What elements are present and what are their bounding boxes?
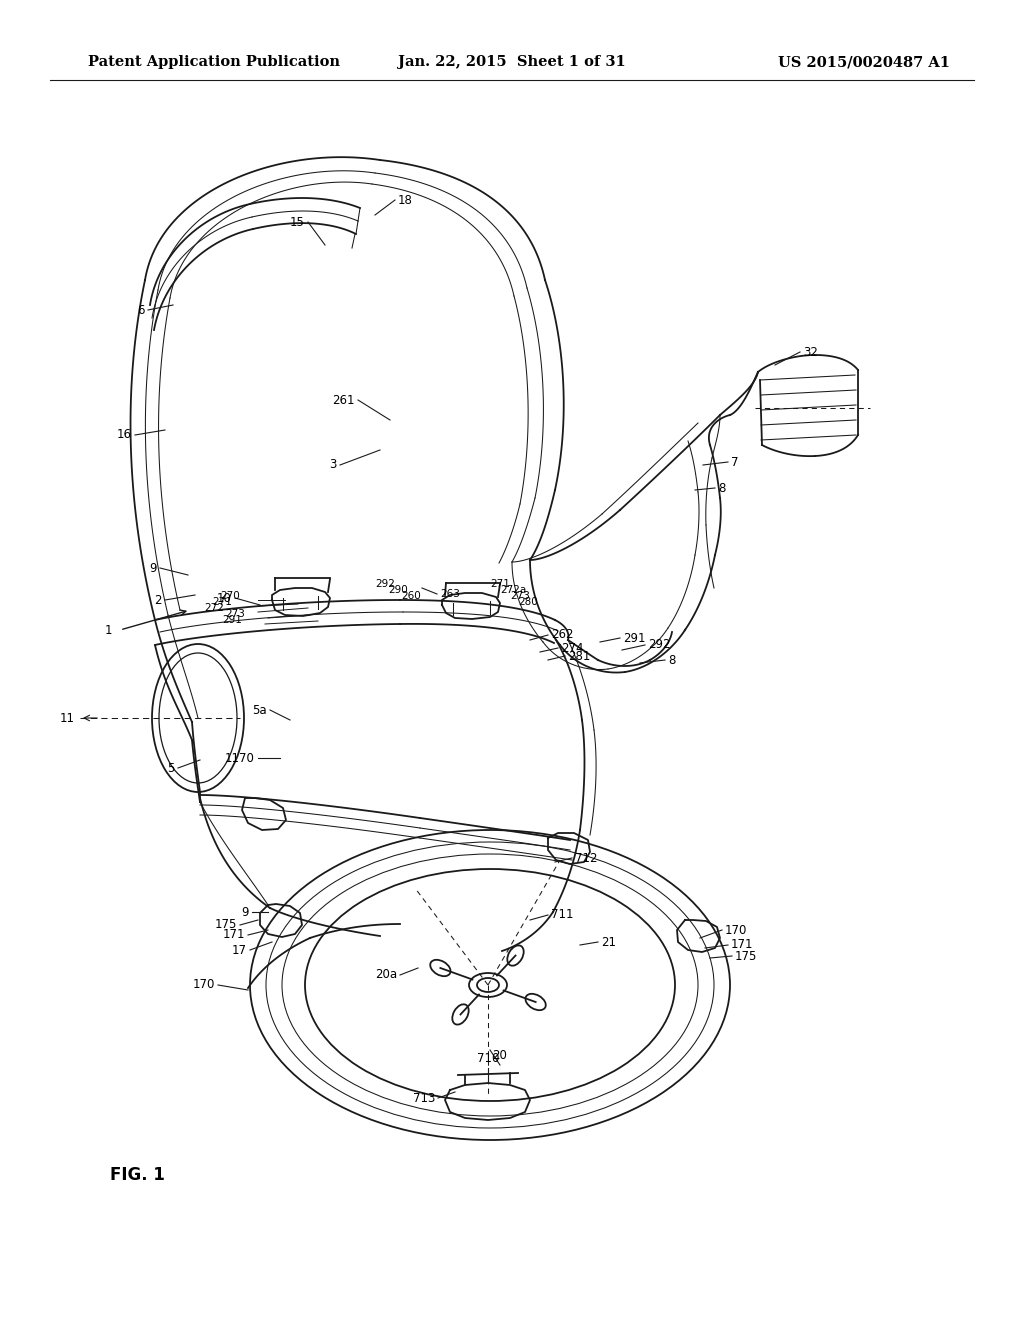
Text: 175: 175 (735, 949, 758, 962)
Text: 712: 712 (575, 851, 597, 865)
Text: 9: 9 (242, 906, 249, 919)
Text: 18: 18 (398, 194, 413, 206)
Text: 3: 3 (330, 458, 337, 471)
Text: 6: 6 (137, 304, 145, 317)
Text: 10: 10 (217, 591, 232, 605)
Text: 7: 7 (731, 455, 738, 469)
Text: 5a: 5a (252, 704, 267, 717)
Text: 274: 274 (561, 642, 584, 655)
Text: 16: 16 (117, 429, 132, 441)
Text: 21: 21 (601, 936, 616, 949)
Text: 175: 175 (215, 919, 237, 932)
Text: 263: 263 (440, 589, 460, 599)
Text: 711: 711 (551, 908, 573, 921)
Text: 260: 260 (401, 591, 421, 601)
Text: 710: 710 (477, 1052, 499, 1065)
Text: 11: 11 (60, 711, 75, 725)
Text: 1170: 1170 (225, 751, 255, 764)
Text: 270: 270 (220, 591, 240, 601)
Text: 262: 262 (551, 628, 573, 642)
Text: US 2015/0020487 A1: US 2015/0020487 A1 (778, 55, 950, 69)
Text: 713: 713 (413, 1092, 435, 1105)
Text: 280: 280 (518, 597, 538, 607)
Text: 20a: 20a (375, 969, 397, 982)
Text: 170: 170 (725, 924, 748, 936)
Text: 292: 292 (375, 579, 395, 589)
Text: 261: 261 (333, 393, 355, 407)
Text: 281: 281 (568, 649, 591, 663)
Text: 171: 171 (222, 928, 245, 941)
Text: 291: 291 (623, 631, 645, 644)
Text: 271: 271 (490, 579, 510, 589)
Text: FIG. 1: FIG. 1 (110, 1166, 165, 1184)
Text: 32: 32 (803, 346, 818, 359)
Text: 9: 9 (150, 561, 157, 574)
Text: 171: 171 (731, 939, 754, 952)
Text: Jan. 22, 2015  Sheet 1 of 31: Jan. 22, 2015 Sheet 1 of 31 (398, 55, 626, 69)
Text: 271: 271 (212, 597, 232, 607)
Text: 292: 292 (648, 639, 671, 652)
Text: 20: 20 (493, 1049, 508, 1063)
Text: 8: 8 (718, 482, 725, 495)
Text: 1: 1 (104, 623, 112, 636)
Text: 273: 273 (510, 591, 529, 601)
Text: 273: 273 (225, 609, 245, 619)
Text: 8: 8 (668, 653, 676, 667)
Text: 272: 272 (204, 603, 224, 612)
Text: 17: 17 (232, 944, 247, 957)
Text: 290: 290 (388, 585, 408, 595)
Text: 291: 291 (222, 615, 242, 624)
Text: 15: 15 (290, 215, 305, 228)
Text: 272a: 272a (500, 585, 526, 595)
Text: 170: 170 (193, 978, 215, 991)
Text: Patent Application Publication: Patent Application Publication (88, 55, 340, 69)
Text: 2: 2 (155, 594, 162, 606)
Text: 5: 5 (168, 762, 175, 775)
